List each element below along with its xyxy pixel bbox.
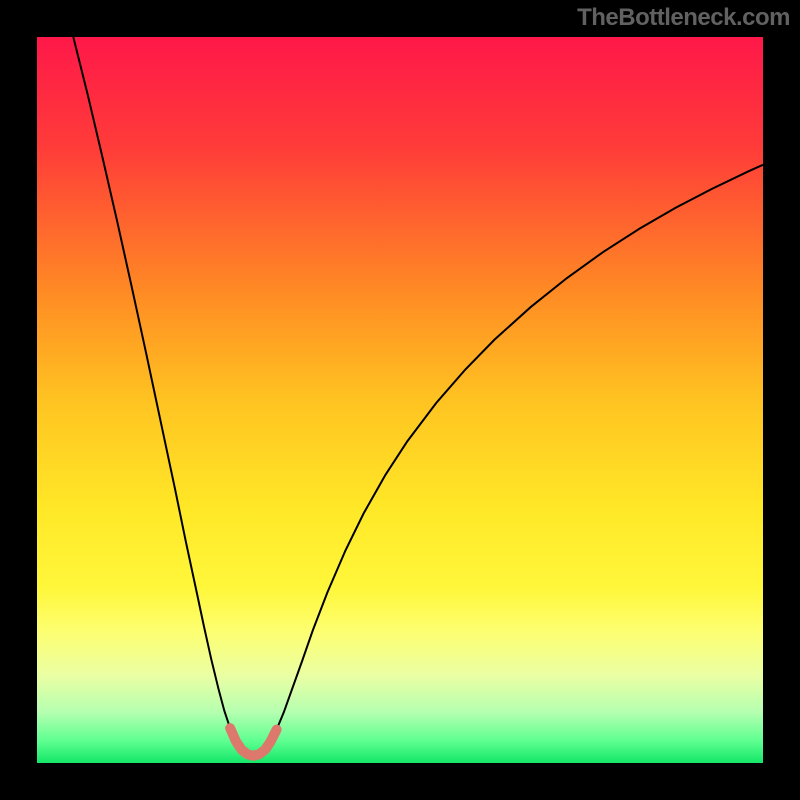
plot-background — [37, 37, 763, 763]
watermark-text: TheBottleneck.com — [577, 4, 790, 32]
chart-container: TheBottleneck.com — [0, 0, 800, 800]
bottleneck-chart — [0, 0, 800, 800]
